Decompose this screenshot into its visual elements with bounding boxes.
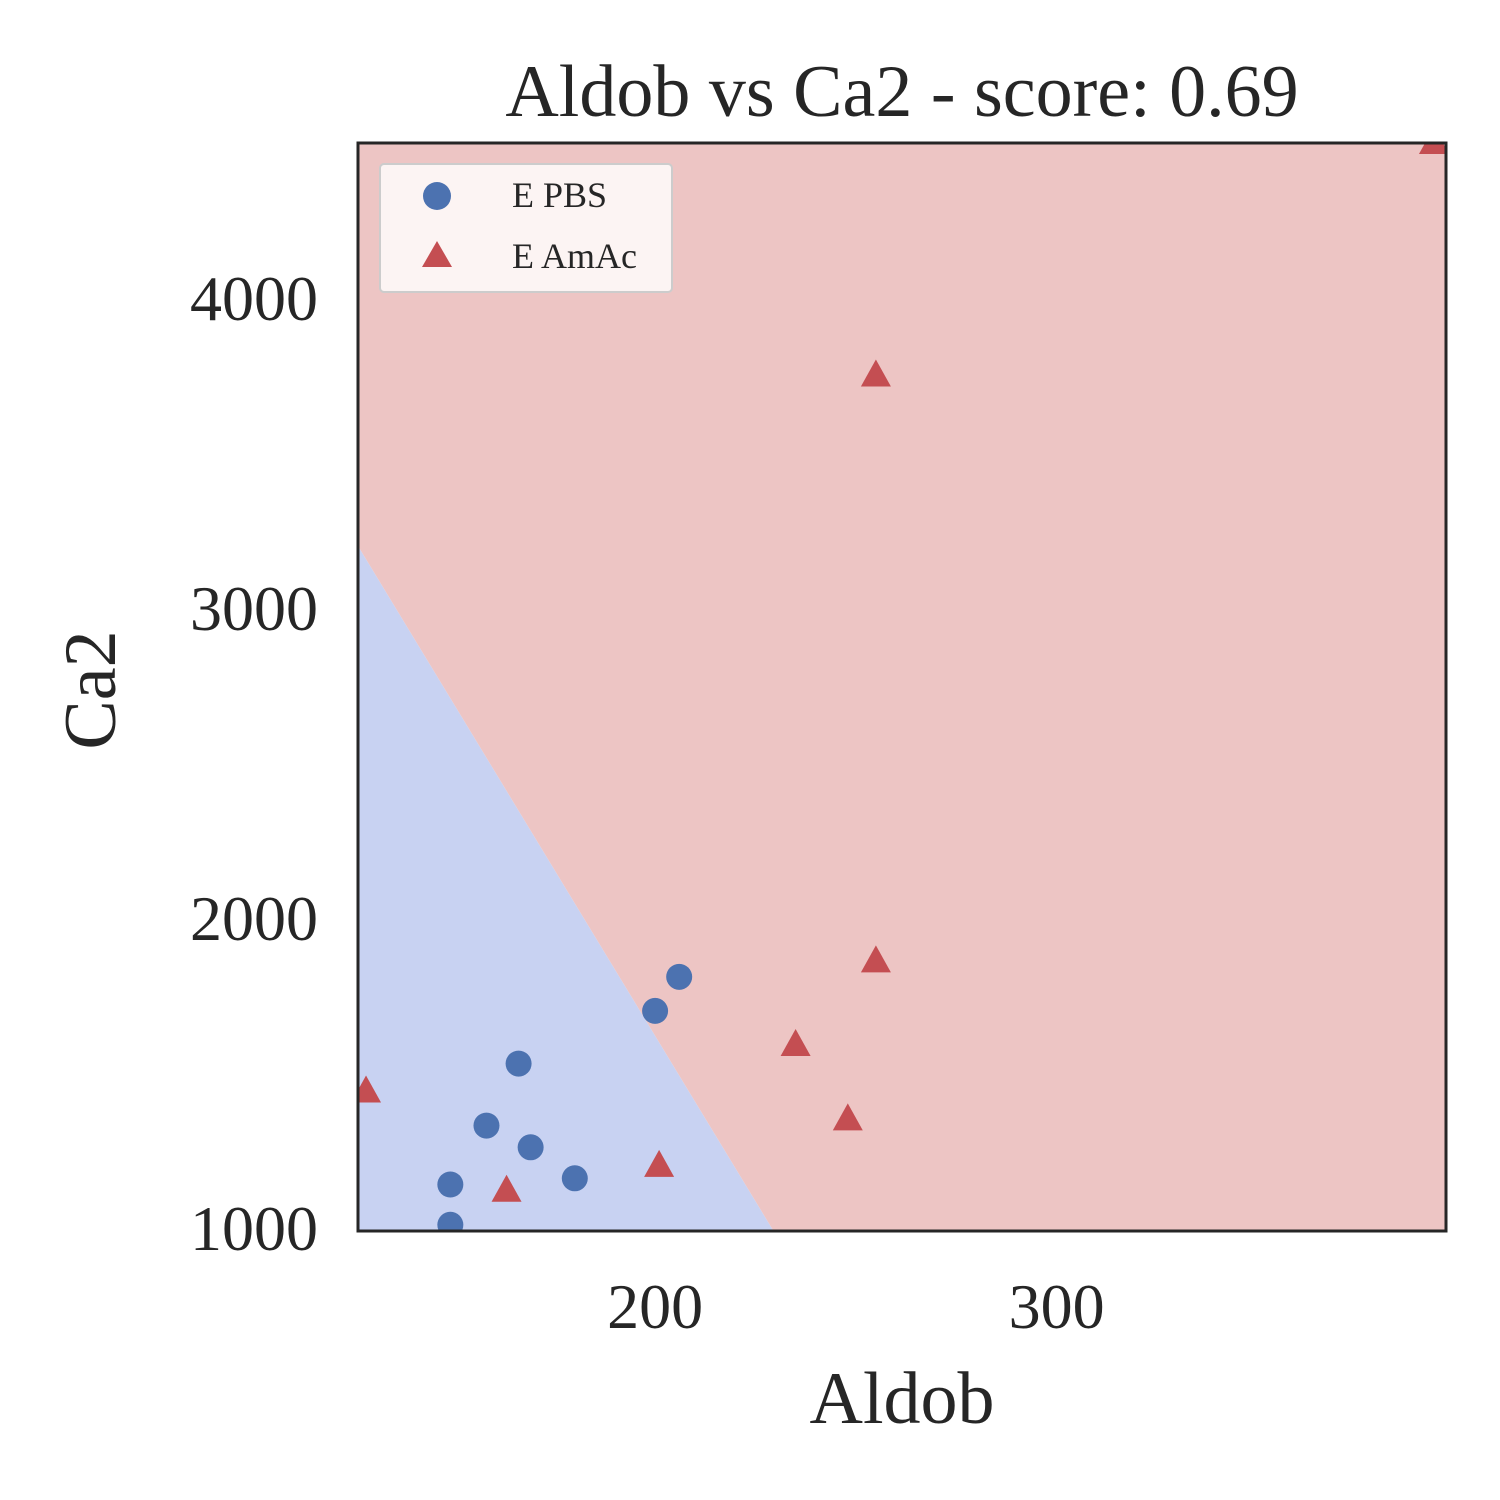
- chart-title: Aldob vs Ca2 - score: 0.69: [505, 51, 1298, 133]
- point-e-amac-4: [832, 1103, 863, 1131]
- decision-region-e-amac: [358, 143, 1446, 1231]
- data-points: [358, 143, 1446, 1231]
- point-e-amac-7: [1418, 143, 1446, 154]
- y-axis-label: Ca2: [50, 630, 132, 749]
- point-e-pbs-4: [517, 1134, 544, 1161]
- legend-label-e-pbs: E PBS: [512, 175, 607, 215]
- legend: E PBS E AmAc: [379, 163, 673, 293]
- point-e-amac-5: [860, 945, 891, 973]
- point-e-pbs-3: [505, 1050, 532, 1077]
- point-e-amac-1: [491, 1174, 522, 1202]
- legend-marker-e-amac: [422, 241, 452, 267]
- x-axis-label: Aldob: [810, 1358, 995, 1440]
- x-tick-label-300: 300: [1009, 1271, 1105, 1342]
- point-e-pbs-1: [437, 1171, 464, 1198]
- axis-ticks: 200 300 1000 2000 3000 4000: [190, 263, 1105, 1342]
- point-e-pbs-0: [437, 1211, 464, 1231]
- point-e-pbs-7: [666, 963, 693, 990]
- y-tick-label-3000: 3000: [190, 573, 318, 644]
- plot-frame: [356, 141, 1448, 1233]
- plot-area: [358, 143, 1446, 1231]
- y-tick-label-1000: 1000: [190, 1193, 318, 1264]
- point-e-pbs-5: [561, 1165, 588, 1192]
- point-e-pbs-2: [473, 1112, 500, 1139]
- point-e-amac-2: [644, 1149, 675, 1177]
- legend-marker-e-pbs: [423, 182, 451, 210]
- x-tick-label-200: 200: [607, 1271, 703, 1342]
- point-e-amac-3: [780, 1029, 811, 1057]
- y-tick-label-2000: 2000: [190, 883, 318, 954]
- point-e-amac-0: [358, 1075, 382, 1103]
- y-tick-label-4000: 4000: [190, 263, 318, 334]
- legend-label-e-amac: E AmAc: [512, 236, 637, 276]
- point-e-amac-6: [860, 359, 891, 387]
- legend-box: [379, 163, 673, 293]
- point-e-pbs-6: [642, 997, 669, 1024]
